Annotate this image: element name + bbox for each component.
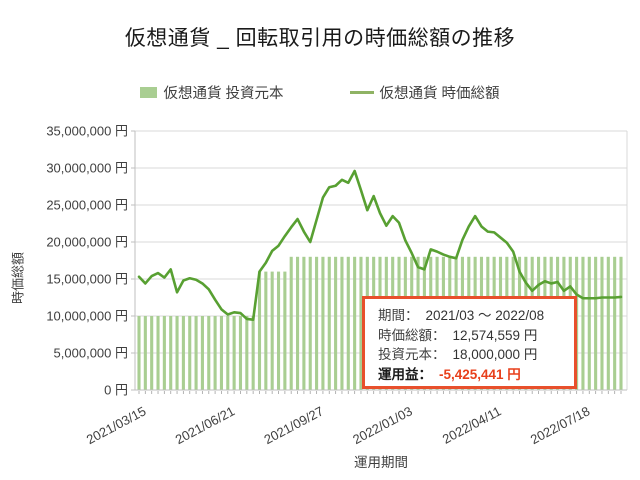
annotation-value: 2021/03 ～ 2022/08	[425, 308, 545, 323]
page-title: 仮想通貨 _ 回転取引用の時価総額の推移	[124, 27, 516, 50]
y-tick-label: 30,000,000 円	[46, 161, 128, 176]
market-cap-line	[137, 169, 623, 322]
bar	[207, 316, 211, 390]
x-axis-title: 運用期間	[354, 455, 408, 470]
annotation-row-marketcap: 時価総額： 12,574,559 円	[378, 326, 564, 346]
bar	[581, 256, 585, 390]
annotation-row-principal: 投資元本： 18,000,000 円	[378, 345, 564, 365]
bar	[296, 256, 300, 390]
annotation-value: 12,574,559 円	[452, 327, 538, 343]
bar	[315, 256, 319, 390]
annotation-value: -5,425,441 円	[439, 366, 521, 382]
annotation-label: 投資元本：	[378, 347, 446, 362]
bar-swatch-icon	[140, 87, 158, 98]
bar	[270, 271, 274, 390]
bar	[232, 316, 236, 390]
bar	[200, 316, 204, 390]
bar	[321, 256, 325, 390]
bar	[276, 271, 281, 390]
y-tick-label: 25,000,000 円	[46, 198, 128, 213]
bar	[188, 316, 192, 390]
bar	[340, 256, 344, 390]
bar	[150, 316, 154, 390]
bar	[619, 256, 623, 390]
bar	[238, 316, 243, 390]
bar	[245, 316, 249, 390]
legend-item-label: 仮想通貨 投資元本	[163, 86, 284, 102]
x-tick-label: 2022/04/11	[440, 403, 504, 446]
bar	[181, 316, 185, 390]
bar	[162, 316, 166, 390]
x-tick-label: 2021/06/21	[173, 403, 238, 447]
y-tick-label: 5,000,000 円	[54, 346, 128, 361]
annotation-label: 時価総額：	[378, 327, 446, 343]
bar	[283, 271, 287, 390]
bar	[137, 316, 141, 390]
y-tick-label: 0 円	[104, 383, 128, 398]
bar	[175, 316, 179, 390]
bar	[213, 316, 217, 390]
bar	[156, 316, 160, 390]
y-tick-label: 10,000,000 円	[46, 309, 128, 324]
y-tick-label: 35,000,000 円	[46, 124, 128, 139]
y-tick-label: 15,000,000 円	[46, 272, 128, 287]
bar	[353, 256, 357, 390]
bar	[302, 256, 306, 390]
annotation-label: 期間：	[378, 308, 419, 323]
x-tick-label: 2021/09/27	[261, 403, 326, 447]
legend-item-marketcap: 仮想通貨 時価総額	[349, 82, 500, 103]
y-axis-title: 時価総額	[10, 251, 26, 305]
bar	[346, 256, 350, 390]
x-tick-label: 2022/01/03	[350, 403, 415, 447]
bar	[600, 256, 604, 390]
annotation-box: 期間： 2021/03 ～ 2022/08 時価総額： 12,574,559 円…	[362, 296, 577, 389]
legend-item-principal: 仮想通貨 投資元本	[140, 82, 284, 103]
bar	[308, 256, 312, 390]
bar	[289, 256, 293, 390]
bar	[257, 271, 262, 390]
bar	[327, 256, 331, 390]
y-tick-label: 20,000,000 円	[46, 235, 128, 250]
bar	[594, 256, 598, 390]
bar	[251, 316, 255, 390]
annotation-row-profit: 運用益： -5,425,441 円	[378, 365, 564, 385]
bar	[264, 271, 268, 390]
legend: 仮想通貨 投資元本 仮想通貨 時価総額	[0, 82, 640, 103]
bar	[613, 256, 617, 390]
bar	[169, 316, 173, 390]
bar	[587, 256, 591, 390]
bar	[359, 256, 363, 390]
x-tick-label: 2021/03/15	[84, 403, 149, 447]
bar	[194, 316, 198, 390]
bar	[143, 316, 147, 390]
bar	[219, 316, 223, 390]
bar	[334, 256, 338, 390]
annotation-row-period: 期間： 2021/03 ～ 2022/08	[378, 306, 564, 326]
x-tick-label: 2022/07/18	[528, 403, 593, 447]
legend-item-label: 仮想通貨 時価総額	[379, 86, 500, 102]
line-swatch-icon	[349, 91, 374, 94]
bar	[226, 316, 230, 390]
annotation-value: 18,000,000 円	[452, 347, 538, 362]
annotation-label: 運用益：	[378, 366, 432, 382]
bar	[606, 256, 610, 390]
